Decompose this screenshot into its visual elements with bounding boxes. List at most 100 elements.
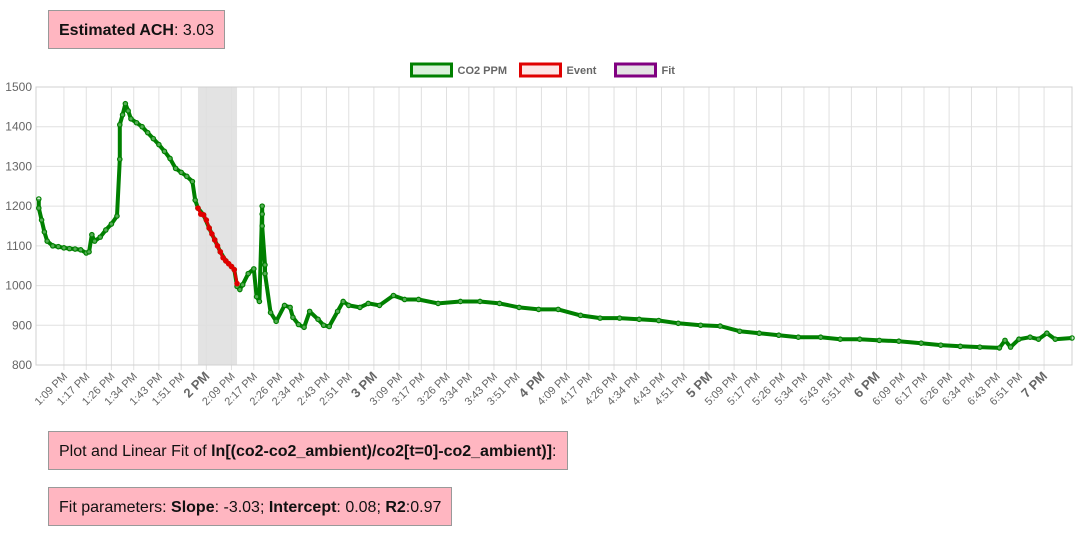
text: Plot and Linear Fit of xyxy=(59,443,212,460)
data-point xyxy=(477,298,483,305)
y-tick-label: 1000 xyxy=(5,279,32,293)
data-point xyxy=(239,281,246,288)
data-point xyxy=(1052,336,1059,342)
data-point xyxy=(287,304,293,311)
data-point xyxy=(457,298,464,305)
data-point xyxy=(1007,344,1014,350)
data-point xyxy=(295,321,302,328)
data-point xyxy=(256,298,263,305)
data-point xyxy=(44,238,50,244)
data-point xyxy=(108,221,115,227)
data-point xyxy=(41,229,48,235)
data-point xyxy=(896,338,902,344)
bold-text: ln[(co2-co2_ambient)/co2[t=0]-co2_ambien… xyxy=(211,443,553,460)
data-point xyxy=(189,178,196,185)
legend-swatch xyxy=(614,62,657,78)
data-point xyxy=(139,123,145,130)
text: ; xyxy=(259,499,269,516)
data-point xyxy=(125,108,131,114)
text: ; xyxy=(376,499,386,516)
text: : xyxy=(173,22,183,39)
text: 0.08 xyxy=(345,499,377,516)
y-tick-label: 1400 xyxy=(5,120,32,134)
data-point xyxy=(376,302,383,309)
plot-caption: Plot and Linear Fit of ln[(co2-co2_ambie… xyxy=(48,431,568,470)
data-point xyxy=(1069,335,1075,341)
data-point xyxy=(281,302,288,309)
data-point xyxy=(675,320,682,327)
data-point xyxy=(206,225,212,231)
bold-text: Estimated ACH xyxy=(59,22,174,39)
data-point xyxy=(66,245,73,252)
data-point xyxy=(1002,337,1008,344)
legend-label: Fit xyxy=(662,65,676,77)
data-point xyxy=(577,312,584,319)
y-tick-label: 1500 xyxy=(5,80,32,94)
data-point xyxy=(390,292,397,299)
data-point xyxy=(55,243,62,250)
data-point xyxy=(203,217,210,223)
data-point xyxy=(334,308,341,315)
data-point xyxy=(435,300,441,307)
data-point xyxy=(401,296,408,303)
data-point xyxy=(144,129,151,136)
data-point xyxy=(315,316,321,323)
text: : xyxy=(405,499,411,516)
data-point xyxy=(756,330,763,337)
data-point xyxy=(555,306,561,313)
data-point xyxy=(977,344,983,350)
data-point xyxy=(231,266,238,273)
data-point xyxy=(97,234,104,240)
data-point xyxy=(161,148,168,155)
data-point xyxy=(259,203,265,209)
data-point xyxy=(717,323,723,329)
data-point xyxy=(116,156,123,163)
data-point xyxy=(345,302,352,309)
data-point xyxy=(301,324,307,331)
data-point xyxy=(156,141,162,148)
data-point xyxy=(957,343,964,350)
data-point xyxy=(35,205,42,211)
data-point xyxy=(616,315,623,321)
data-point xyxy=(340,298,346,305)
data-point xyxy=(1044,330,1050,337)
data-point xyxy=(86,249,92,255)
data-point xyxy=(91,238,98,244)
data-point xyxy=(273,318,279,325)
data-point xyxy=(211,237,218,243)
data-point xyxy=(996,345,1003,351)
data-point xyxy=(172,165,179,172)
y-tick-label: 1300 xyxy=(5,159,32,173)
fit-window xyxy=(197,87,238,365)
data-point xyxy=(200,212,207,218)
x-tick-label: 7 PM xyxy=(1018,369,1050,401)
data-point xyxy=(234,280,240,287)
data-point xyxy=(516,304,522,311)
data-point xyxy=(1027,334,1033,341)
data-point xyxy=(876,337,883,344)
data-point xyxy=(535,306,542,313)
data-point xyxy=(49,243,56,249)
data-point xyxy=(253,293,260,300)
data-point xyxy=(35,196,42,202)
data-point xyxy=(133,119,140,126)
data-point xyxy=(326,323,333,330)
data-point xyxy=(209,231,215,237)
legend-swatch xyxy=(410,62,453,78)
data-point xyxy=(72,246,78,252)
data-point xyxy=(116,121,123,128)
data-point xyxy=(262,270,268,277)
text: -3.03 xyxy=(223,499,260,516)
data-point xyxy=(114,213,120,219)
data-point xyxy=(61,245,67,251)
data-point xyxy=(697,322,704,329)
data-point xyxy=(150,135,157,142)
text: Fit parameters: xyxy=(59,499,172,516)
data-point xyxy=(306,308,313,315)
data-point xyxy=(217,249,224,255)
data-point xyxy=(178,169,185,176)
data-point xyxy=(795,334,802,341)
data-point xyxy=(357,304,363,311)
fit-parameters: Fit parameters: Slope: -3.03; Intercept:… xyxy=(48,487,453,526)
